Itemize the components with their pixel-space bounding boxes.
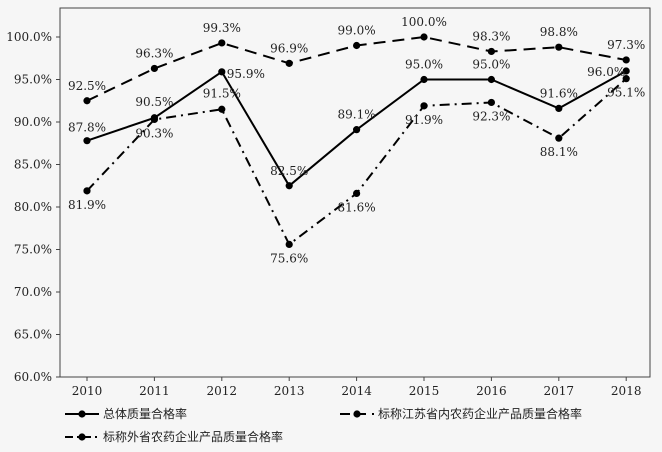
plot-frame xyxy=(59,7,651,378)
y-tick-label: 95.0% xyxy=(14,73,52,87)
data-label: 96.3% xyxy=(135,46,173,60)
data-point xyxy=(83,97,91,105)
data-point xyxy=(487,98,495,107)
data-point xyxy=(353,41,361,50)
y-tick-label: 85.0% xyxy=(14,158,52,172)
data-label: 96.0% xyxy=(587,65,625,79)
data-label: 97.3% xyxy=(607,38,645,52)
data-label: 92.3% xyxy=(472,109,510,123)
data-label: 90.5% xyxy=(135,95,173,109)
x-tick-label: 2016 xyxy=(476,384,507,398)
data-point xyxy=(150,64,158,73)
data-label: 82.5% xyxy=(270,164,308,178)
data-label: 91.9% xyxy=(405,113,443,127)
data-label: 91.5% xyxy=(203,86,241,100)
data-point xyxy=(83,187,91,195)
data-point xyxy=(622,67,630,75)
data-label: 81.9% xyxy=(68,198,106,212)
y-tick-label: 65.0% xyxy=(14,328,52,342)
data-point xyxy=(285,182,293,190)
y-tick-label: 60.0% xyxy=(14,370,52,384)
data-point xyxy=(218,39,226,47)
data-point xyxy=(218,105,226,113)
data-label: 89.1% xyxy=(338,108,376,122)
y-tick-label: 90.0% xyxy=(14,115,52,129)
data-label: 75.6% xyxy=(270,251,308,265)
data-labels: 87.8% 90.5% 95.9% 82.5% 89.1% 95.0% 95.0% 91.6%… xyxy=(68,15,645,265)
data-point xyxy=(487,75,495,84)
data-label: 88.1% xyxy=(540,145,578,159)
x-tick-label: 2015 xyxy=(409,384,440,398)
data-point xyxy=(353,189,361,197)
data-label: 95.9% xyxy=(227,67,265,81)
legend-label: 标称江苏省内农药企业产品质量合格率 xyxy=(378,406,582,421)
x-tick-label: 2014 xyxy=(341,384,372,398)
x-tick-label: 2011 xyxy=(139,384,170,398)
x-tick-label: 2017 xyxy=(544,384,575,398)
legend-marker xyxy=(78,410,86,418)
x-tick-label: 2018 xyxy=(611,384,642,398)
data-label: 99.3% xyxy=(203,21,241,35)
data-label: 95.0% xyxy=(472,58,510,72)
data-label: 95.1% xyxy=(607,86,645,100)
data-label: 100.0% xyxy=(401,15,447,29)
data-point xyxy=(555,134,563,142)
data-label: 99.0% xyxy=(338,24,376,38)
axes: 60.0% 65.0% 70.0% 75.0% 80.0% 85.0% 90.0% 95.0%… xyxy=(6,7,651,398)
data-point xyxy=(622,75,630,83)
data-label: 96.9% xyxy=(270,41,308,55)
y-tick-label: 80.0% xyxy=(14,200,52,214)
data-point xyxy=(420,75,428,84)
data-point xyxy=(420,102,428,110)
data-point xyxy=(487,47,495,56)
data-point xyxy=(622,56,630,64)
data-point xyxy=(218,68,226,76)
data-label: 81.6% xyxy=(338,200,376,214)
data-label: 95.0% xyxy=(405,58,443,72)
data-point xyxy=(555,104,563,112)
series-group xyxy=(83,33,630,248)
data-point xyxy=(420,33,428,41)
data-label: 98.8% xyxy=(540,25,578,39)
legend-label: 标称外省农药企业产品质量合格率 xyxy=(103,429,283,444)
y-tick-label: 70.0% xyxy=(14,285,52,299)
data-point xyxy=(285,240,293,248)
data-point xyxy=(150,115,158,124)
data-label: 98.3% xyxy=(472,29,510,43)
y-tick-label: 75.0% xyxy=(14,243,52,257)
y-tick-label: 100.0% xyxy=(6,30,52,44)
x-tick-label: 2012 xyxy=(207,384,238,398)
legend-label: 总体质量合格率 xyxy=(103,406,187,421)
data-point xyxy=(83,137,91,145)
data-label: 91.6% xyxy=(540,86,578,100)
data-point xyxy=(285,59,293,67)
legend-marker xyxy=(78,433,86,441)
data-point xyxy=(353,126,361,134)
x-tick-label: 2010 xyxy=(72,384,103,398)
data-label: 92.5% xyxy=(68,79,106,93)
data-label: 87.8% xyxy=(68,121,106,135)
legend-marker xyxy=(353,410,361,418)
x-tick-label: 2013 xyxy=(274,384,305,398)
data-label: 90.3% xyxy=(135,126,173,140)
data-point xyxy=(555,43,563,51)
